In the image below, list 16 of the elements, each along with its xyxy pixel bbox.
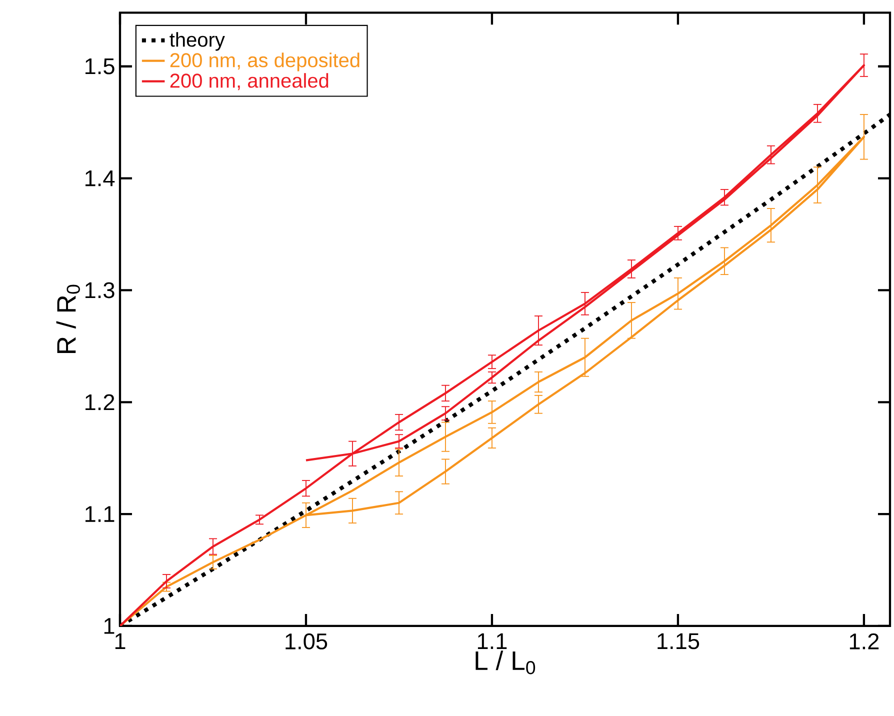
y-tick-label: 1.2 bbox=[86, 394, 114, 410]
x-tick-label: 1 bbox=[115, 633, 126, 649]
legend-label: 200 nm, annealed bbox=[170, 73, 328, 90]
y-axis-title: R / R$_{0}$ bbox=[56, 284, 80, 354]
x-tick-label: 1.2 bbox=[850, 633, 879, 650]
y-tick-label: 1.1 bbox=[86, 506, 114, 522]
legend-label: 200 nm, as deposited bbox=[170, 52, 360, 72]
legend-label: theory bbox=[170, 32, 225, 51]
y-tick-label: 1.5 bbox=[86, 58, 114, 74]
x-tick-label: 1.15 bbox=[658, 633, 700, 650]
y-tick-label: 1.3 bbox=[86, 282, 114, 298]
x-tick-label: 1.1 bbox=[478, 633, 507, 649]
x-axis-title: L / L$_{0}$ bbox=[476, 650, 536, 674]
x-tick-label: 1.05 bbox=[286, 633, 328, 650]
y-tick-label: 1 bbox=[104, 618, 114, 634]
y-tick-label: 1.4 bbox=[86, 170, 115, 186]
